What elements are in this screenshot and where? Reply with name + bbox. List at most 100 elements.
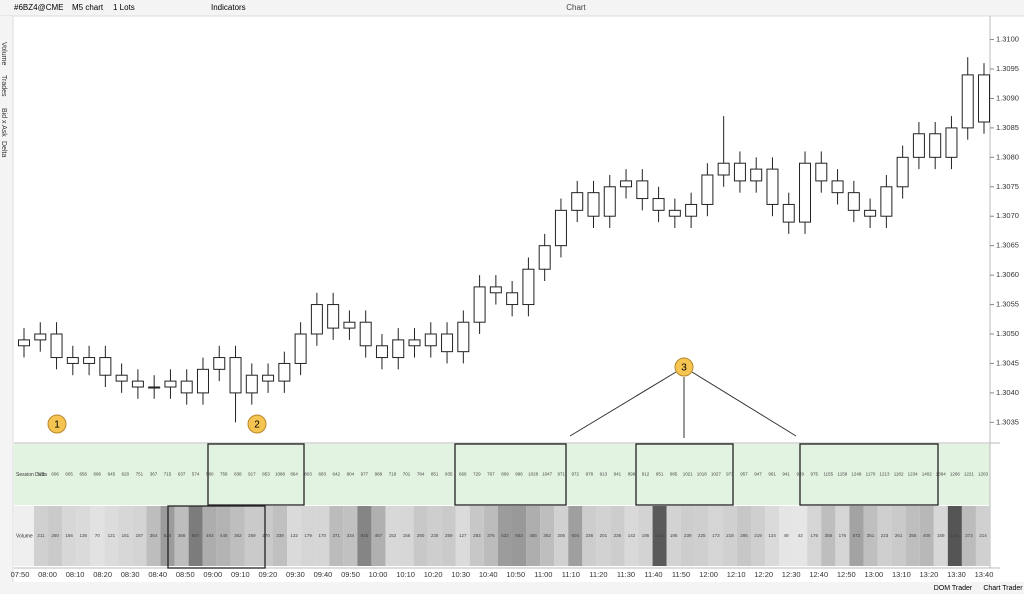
volume-cell bbox=[610, 506, 625, 566]
cell-value: 804 bbox=[347, 472, 355, 477]
indicators[interactable]: Indicators bbox=[211, 3, 246, 12]
cell-value: 493 bbox=[206, 533, 214, 538]
cell-value: 355 bbox=[909, 533, 917, 538]
x-tick-label: 08:20 bbox=[93, 570, 112, 579]
volume-cell bbox=[427, 506, 442, 566]
cell-value: 701 bbox=[403, 472, 411, 477]
cell-value: 362 bbox=[234, 533, 242, 538]
marker-3: 3 bbox=[681, 363, 687, 374]
candle-body bbox=[831, 180, 844, 194]
y-tick-label: 1.3045 bbox=[996, 358, 1019, 367]
volume-cell bbox=[582, 506, 597, 566]
candle-body bbox=[733, 162, 746, 182]
cell-value: 134 bbox=[768, 533, 776, 538]
candle-body bbox=[847, 192, 860, 211]
cell-value: 334 bbox=[347, 533, 355, 538]
cell-value: 1266 bbox=[950, 472, 961, 477]
cell-value: 161 bbox=[122, 533, 130, 538]
symbol[interactable]: #6BZ4@CME bbox=[14, 3, 63, 12]
volume-cell bbox=[765, 506, 780, 566]
cell-value: 358 bbox=[825, 533, 833, 538]
cell-value: 339 bbox=[276, 533, 284, 538]
y-tick-label: 1.3035 bbox=[996, 417, 1019, 426]
volume-cell bbox=[947, 506, 962, 566]
chart-type[interactable]: M5 chart bbox=[72, 3, 104, 12]
lots[interactable]: 1 Lots bbox=[113, 3, 135, 12]
x-tick-label: 13:10 bbox=[892, 570, 911, 579]
candle-body bbox=[310, 304, 323, 335]
volume-cell bbox=[708, 506, 723, 566]
x-tick-label: 10:10 bbox=[396, 570, 415, 579]
y-tick-label: 1.3060 bbox=[996, 270, 1019, 279]
x-tick-label: 08:10 bbox=[66, 570, 85, 579]
candle-body bbox=[50, 333, 63, 359]
cell-value: 173 bbox=[712, 533, 720, 538]
x-tick-label: 08:30 bbox=[121, 570, 140, 579]
cell-value: 864 bbox=[290, 472, 298, 477]
cell-value: 156 bbox=[403, 533, 411, 538]
volume-cell bbox=[455, 506, 470, 566]
volume-cell bbox=[76, 506, 91, 566]
cell-value: 211 bbox=[37, 533, 45, 538]
y-tick-label: 1.3065 bbox=[996, 241, 1019, 250]
cell-value: 239 bbox=[684, 533, 692, 538]
cell-value: 48 bbox=[784, 533, 790, 538]
volume-cell bbox=[371, 506, 386, 566]
x-tick-label: 08:50 bbox=[176, 570, 195, 579]
row-label: Session Delta bbox=[16, 472, 47, 478]
cell-value: 935 bbox=[445, 472, 453, 477]
candle-body bbox=[99, 357, 112, 376]
cell-value: 1221 bbox=[964, 472, 975, 477]
cell-value: 485 bbox=[529, 533, 537, 538]
candle-body bbox=[180, 380, 193, 394]
x-tick-label: 09:50 bbox=[341, 570, 360, 579]
candle-body bbox=[262, 374, 275, 382]
candle-body bbox=[457, 321, 470, 353]
y-tick-label: 1.3090 bbox=[996, 93, 1019, 102]
x-tick-label: 09:10 bbox=[231, 570, 250, 579]
cell-value: 957 bbox=[740, 472, 748, 477]
volume-cell bbox=[90, 506, 105, 566]
x-tick-label: 12:50 bbox=[837, 570, 856, 579]
cell-value: 951 bbox=[656, 472, 664, 477]
volume-cell bbox=[497, 506, 512, 566]
cell-value: 580 bbox=[206, 472, 214, 477]
cell-value: 367 bbox=[150, 472, 158, 477]
cell-value: 917 bbox=[248, 472, 256, 477]
cell-value: 683 bbox=[318, 472, 326, 477]
sidebar-label: Trades bbox=[0, 75, 7, 97]
statusbar bbox=[0, 582, 1024, 594]
x-tick-label: 07:50 bbox=[11, 570, 30, 579]
volume-cell bbox=[652, 506, 667, 566]
candle-body bbox=[18, 339, 30, 347]
cell-value: 637 bbox=[178, 472, 186, 477]
candle-body bbox=[229, 357, 242, 394]
volume-cell bbox=[441, 506, 456, 566]
highlight-boxes bbox=[167, 443, 939, 569]
dom-trader[interactable]: DOM Trader bbox=[934, 585, 973, 592]
cell-value: 121 bbox=[108, 533, 116, 538]
candle-body bbox=[717, 162, 730, 176]
cell-value: 899 bbox=[628, 472, 636, 477]
cell-value: 223 bbox=[881, 533, 889, 538]
cell-value: 218 bbox=[726, 533, 734, 538]
cell-value: 195 bbox=[642, 533, 650, 538]
volume-cell bbox=[751, 506, 766, 566]
volume-cell bbox=[301, 506, 316, 566]
cell-value: 715 bbox=[164, 472, 172, 477]
candle-body bbox=[327, 304, 340, 329]
volume-cell bbox=[779, 506, 794, 566]
cell-value: 1170 bbox=[866, 472, 876, 477]
cell-value: 42 bbox=[798, 533, 804, 538]
candle-body bbox=[652, 198, 665, 211]
candle-body bbox=[571, 192, 584, 211]
cell-value: 975 bbox=[811, 472, 819, 477]
volume-cell bbox=[413, 506, 428, 566]
cell-value: 371 bbox=[333, 533, 341, 538]
cell-value: 961 bbox=[768, 472, 776, 477]
chart-trader[interactable]: Chart Trader bbox=[983, 585, 1023, 592]
volume-cell bbox=[399, 506, 414, 566]
volume-cell bbox=[188, 506, 203, 566]
x-tick-label: 11:50 bbox=[672, 570, 690, 579]
cell-value: 977 bbox=[361, 472, 369, 477]
